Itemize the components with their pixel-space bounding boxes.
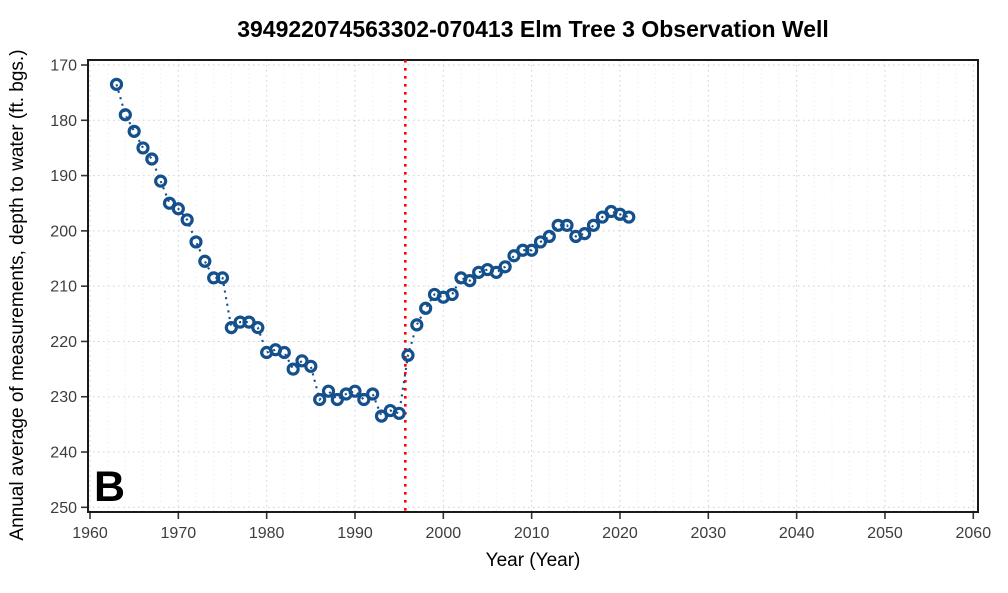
data-point [277,345,291,360]
x-tick-label: 1970 [161,525,197,542]
y-tick-label: 180 [50,113,77,130]
y-tick-label: 220 [50,334,77,351]
data-point [525,243,539,257]
data-point [198,254,212,268]
y-tick-label: 230 [50,389,77,406]
x-tick-label: 2020 [602,525,638,542]
data-point [162,196,177,210]
chart-title: 394922074563302-070413 Elm Tree 3 Observ… [237,16,829,42]
data-point [118,108,132,122]
data-point [542,229,556,243]
data-point [242,315,256,329]
data-point [304,359,318,373]
panel-letter-label: B [94,463,126,511]
data-point [180,213,194,227]
data-point [189,235,203,249]
data-point [392,406,406,420]
data-point [109,77,124,91]
data-point [586,218,601,232]
x-tick-label: 2060 [956,525,992,542]
data-point [251,321,265,335]
x-tick-label: 2000 [426,525,462,542]
data-point [224,321,238,335]
data-point [215,271,230,285]
data-point [145,152,159,166]
y-tick-label: 200 [50,223,77,240]
data-point [401,348,415,362]
data-point [154,174,168,188]
x-tick-label: 2040 [779,525,815,542]
data-point [321,384,336,398]
y-tick-label: 250 [50,500,77,517]
data-point [578,227,592,241]
y-tick-label: 240 [50,445,77,462]
data-point [171,202,185,216]
x-tick-label: 1980 [249,525,285,542]
data-point [136,141,150,155]
data-point [295,354,309,368]
x-tick-label: 1990 [337,525,373,542]
data-point [463,274,477,288]
data-point [445,287,459,302]
data-point [313,392,327,407]
data-point [560,218,574,232]
data-point [374,409,389,423]
y-tick-label: 190 [50,168,77,185]
data-point [348,384,362,398]
x-tick-label: 2010 [514,525,550,542]
data-point [286,362,300,376]
data-point [595,210,609,224]
data-point [410,318,424,332]
data-point [127,124,141,138]
y-tick-label: 210 [50,279,77,296]
x-tick-label: 1960 [72,525,108,542]
x-tick-label: 2030 [691,525,727,542]
data-point [357,392,371,407]
data-point [330,392,344,407]
data-point [498,260,512,274]
y-tick-label: 170 [50,58,77,75]
data-point [622,210,636,224]
data-point [507,249,521,263]
data-point [489,265,503,279]
panel-border [87,59,979,513]
x-tick-label: 2050 [867,525,903,542]
data-point [419,301,433,315]
data-point [366,387,380,401]
y-axis-title: Annual average of measurements, depth to… [7,49,28,541]
data-point [533,235,548,249]
x-axis-title: Year (Year) [485,550,581,571]
